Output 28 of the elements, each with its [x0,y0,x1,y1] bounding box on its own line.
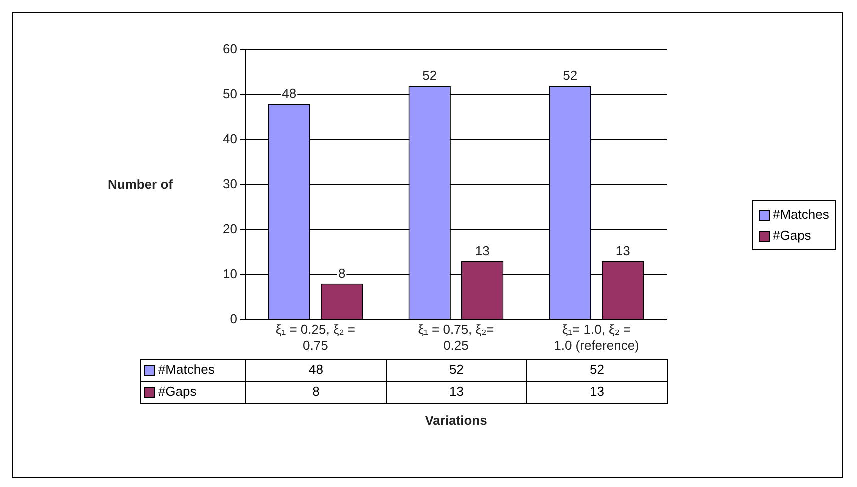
x-tick-label: ξ₁= 1.0, ξ₂ = 1.0 (reference) [554,322,640,353]
y-tick-label: 10 [222,266,238,282]
text: 13 [475,243,490,258]
data-label: 52 [386,359,528,382]
y-tick-label: 30 [222,176,238,192]
text: 52 [422,68,438,84]
x-axis-title: Variations [425,413,488,428]
y-tick-label: 50 [222,86,238,102]
legend-label: #Matches [140,359,246,382]
x-tick-label: ξ₁ = 0.25, ξ₂ = 0.75 [276,322,356,353]
text: 48 [282,86,297,102]
data-label: 52 [526,359,668,382]
text: 52 [563,68,578,84]
text: #Gaps [158,384,197,399]
y-tick-label: 40 [222,132,238,147]
data-label: 13 [526,381,668,404]
y-tick-label: 0 [230,311,238,326]
data-label: 48 [245,359,387,382]
legend-label: #Gaps [772,226,812,245]
text: 8 [338,266,346,281]
data-label: 8 [245,381,387,404]
text: #Matches [773,206,830,222]
y-tick-label: 20 [222,221,238,236]
data-label: 13 [386,381,528,404]
y-tick-label: 60 [222,42,238,57]
x-tick-label: ξ₁ = 0.75, ξ₂= 0.25 [418,322,494,353]
text: 13 [616,243,630,258]
y-axis-title: Number of [108,177,173,192]
